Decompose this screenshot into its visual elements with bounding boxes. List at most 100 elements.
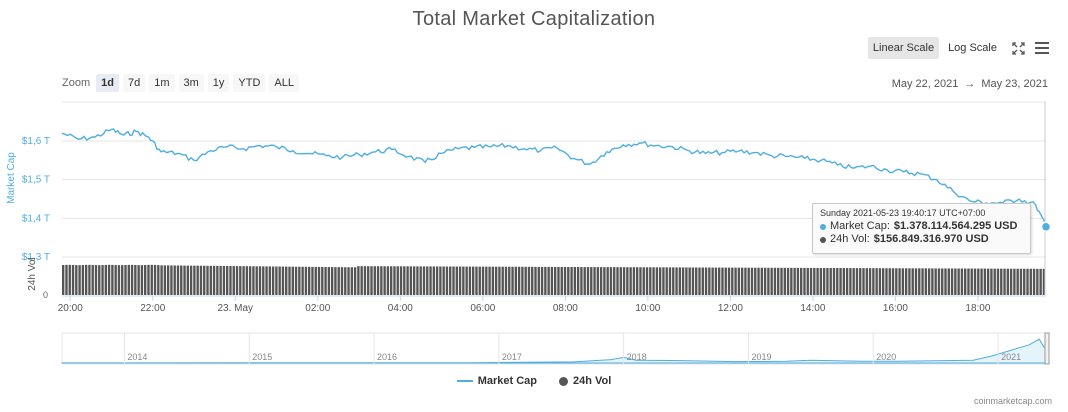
menu-icon[interactable] [1034,40,1050,56]
volume-bar [68,264,71,295]
volume-bar [344,267,347,295]
y-tick-label: $1,4 T [22,213,50,224]
date-from[interactable]: May 22, 2021 [891,78,959,90]
volume-bar [927,268,931,295]
volume-bar [642,267,645,295]
volume-bar [458,266,462,295]
volume-bar [124,264,127,295]
volume-bar [376,266,380,295]
zoom-label: Zoom [62,77,91,89]
hover-point[interactable] [1040,221,1052,233]
volume-bar [868,268,872,295]
line-swatch-icon [456,380,473,382]
volume-bar [822,267,826,295]
volume-bar [980,268,983,295]
navigator-year-label: 2021 [1001,352,1021,362]
volume-bar [1032,268,1036,295]
zoom-1d-button[interactable]: 1d [96,74,119,92]
volume-bar [226,266,229,295]
zoom-all-button[interactable]: ALL [269,74,299,92]
volume-bar [708,267,711,295]
volume-bar [157,265,160,295]
legend-market-cap[interactable]: Market Cap [456,375,537,387]
volume-bar [426,266,429,295]
volume-bar [950,268,954,295]
volume-bar [704,267,708,295]
volume-bar [675,267,678,295]
volume-bar [1029,268,1032,295]
volume-bar [294,266,298,295]
volume-bar [1039,268,1042,295]
zoom-ytd-button[interactable]: YTD [233,74,266,92]
volume-bar [629,267,632,295]
volume-bar [186,265,190,295]
volume-bar [324,267,327,295]
volume-bar [685,267,688,295]
volume-bar [895,268,898,295]
volume-bars [62,264,1046,295]
volume-bar [688,267,691,295]
volume-bar [386,266,390,295]
fullscreen-icon[interactable] [1010,40,1026,56]
volume-bar [442,266,445,295]
volume-bar [173,265,176,295]
chart-title: Total Market Capitalization [412,8,656,30]
volume-bar [606,267,609,295]
volume-bar [370,266,373,295]
volume-bar [360,266,363,295]
volume-bar [278,266,281,295]
volume-bar [419,266,422,295]
volume-bar [652,267,655,295]
tooltip-vol-label: 24h Vol: [830,233,870,245]
volume-bar [163,265,167,295]
navigator-bg[interactable] [61,332,1049,365]
volume-bar [1013,268,1016,295]
volume-bar [262,266,265,295]
volume-bar [554,266,557,295]
navigator-year-label: 2015 [252,352,272,362]
linear-scale-button[interactable]: Linear Scale [867,37,940,59]
volume-bar [619,267,622,295]
volume-bar [327,267,331,295]
volume-bar [137,265,140,295]
volume-bar [403,266,406,295]
zoom-1y-button[interactable]: 1y [207,74,230,92]
tooltip: Sunday 2021-05-23 19:40:17 UTC+07:00 Mar… [812,203,1031,254]
volume-bar [970,268,973,295]
volume-bar [117,265,121,295]
volume-bar [609,267,613,295]
volume-bar [760,267,764,295]
zoom-7d-button[interactable]: 7d [122,74,146,92]
volume-bar [98,265,101,295]
navigator-handle[interactable] [1044,332,1050,365]
volume-bar [809,267,813,295]
volume-bar [632,267,636,295]
date-to[interactable]: May 23, 2021 [981,78,1048,90]
x-tick-label: 04:00 [388,303,413,314]
volume-bar [517,266,521,295]
volume-bar [550,266,554,295]
volume-bar [508,266,511,295]
log-scale-button[interactable]: Log Scale [948,42,997,54]
volume-bar [911,268,914,295]
volume-bar [524,266,527,295]
vol-axis-title: 24h Vol [27,257,38,290]
volume-bar [547,266,550,295]
volume-bar [317,266,321,295]
volume-bar [478,266,481,295]
volume-bar [203,265,206,295]
zoom-1m-button[interactable]: 1m [149,74,175,92]
legend-vol[interactable]: 24h Vol [558,375,611,387]
volume-bar [84,264,88,295]
zoom-3m-button[interactable]: 3m [178,74,204,92]
volume-bar [613,267,616,295]
volume-bar [918,268,921,295]
circle-swatch-icon [558,376,568,386]
volume-bar [1016,268,1019,295]
volume-bar [878,268,882,295]
volume-bar [898,268,901,295]
credits[interactable]: coinmarketcap.com [973,396,1052,406]
volume-bar [153,264,157,295]
volume-bar [891,268,895,295]
